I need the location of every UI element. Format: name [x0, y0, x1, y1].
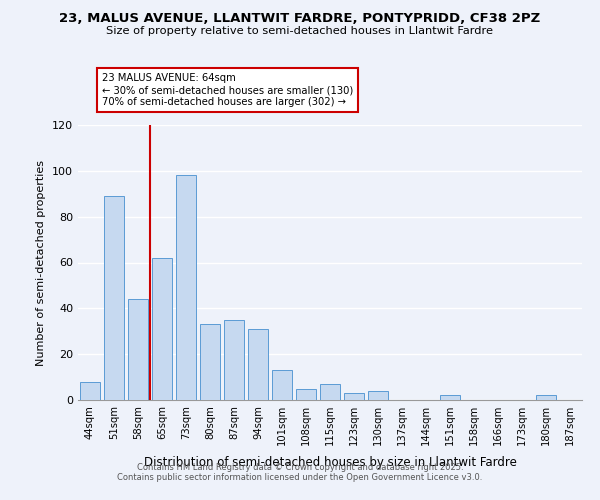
Bar [176, 176, 196, 400]
Text: Contains HM Land Registry data © Crown copyright and database right 2025.: Contains HM Land Registry data © Crown c… [137, 462, 463, 471]
Bar [80, 382, 100, 400]
Text: 23 MALUS AVENUE: 64sqm
← 30% of semi-detached houses are smaller (130)
70% of se: 23 MALUS AVENUE: 64sqm ← 30% of semi-det… [102, 74, 353, 106]
Bar [536, 396, 556, 400]
Text: Contains public sector information licensed under the Open Government Licence v3: Contains public sector information licen… [118, 472, 482, 482]
Bar [344, 393, 364, 400]
Bar [200, 324, 220, 400]
Bar [296, 388, 316, 400]
Bar [104, 196, 124, 400]
Bar [320, 384, 340, 400]
Bar [248, 329, 268, 400]
Bar [368, 391, 388, 400]
Bar [152, 258, 172, 400]
Text: Size of property relative to semi-detached houses in Llantwit Fardre: Size of property relative to semi-detach… [107, 26, 493, 36]
Bar [128, 299, 148, 400]
Bar [272, 370, 292, 400]
Bar [440, 396, 460, 400]
Bar [224, 320, 244, 400]
Y-axis label: Number of semi-detached properties: Number of semi-detached properties [37, 160, 46, 366]
Text: 23, MALUS AVENUE, LLANTWIT FARDRE, PONTYPRIDD, CF38 2PZ: 23, MALUS AVENUE, LLANTWIT FARDRE, PONTY… [59, 12, 541, 26]
X-axis label: Distribution of semi-detached houses by size in Llantwit Fardre: Distribution of semi-detached houses by … [143, 456, 517, 469]
